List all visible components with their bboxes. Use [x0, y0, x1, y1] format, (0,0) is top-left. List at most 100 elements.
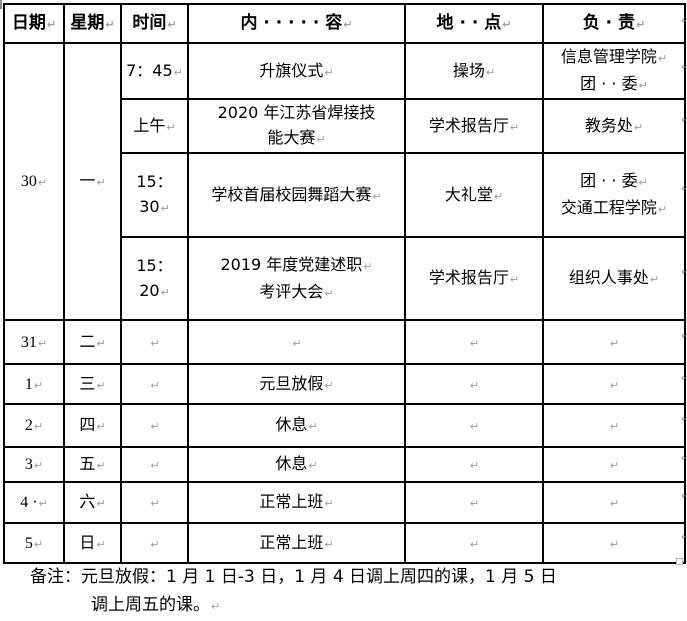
time-line: 30↵ [124, 194, 185, 221]
day-content-cell: 元旦放假↵ [187, 363, 406, 405]
header-week: 星期↵ [63, 3, 122, 44]
header-time-label: 时间 [132, 12, 167, 33]
day-date-cell: 2↵ [3, 403, 65, 448]
content-line: 考评大会↵ [191, 279, 402, 306]
place-value: 操场 [452, 60, 485, 80]
paragraph-mark-icon: ↵ [372, 189, 382, 203]
end-of-row-mark-icon: ↵ [681, 491, 687, 502]
slot1-time-cell: 7：45↵ [120, 42, 189, 100]
paragraph-mark-icon: ↵ [37, 336, 48, 350]
paragraph-mark-icon: ↵ [150, 537, 160, 551]
time-value: 30 [139, 197, 160, 216]
table-row: 3↵ 五↵ ↵ 休息↵ ↵ ↵ [3, 446, 686, 483]
paragraph-mark-icon: ↵ [96, 537, 106, 551]
paragraph-mark-icon: ↵ [469, 459, 480, 472]
slot3-content-cell: 学校首届校园舞蹈大赛↵ [187, 152, 406, 238]
day-owner-cell: ↵ [542, 363, 686, 405]
content-value: 考评大会 [259, 281, 324, 301]
footer-note-line1: 备注：元旦放假：1 月 1 日-3 日，1 月 4 日调上周四的课，1 月 5 … [30, 567, 557, 587]
paragraph-mark-icon: ↵ [96, 497, 106, 510]
paragraph-mark-icon: ↵ [96, 420, 106, 433]
paragraph-mark-icon: ↵ [324, 378, 334, 392]
paragraph-mark-icon: ↵ [316, 133, 326, 146]
text-boundary-mark [676, 558, 683, 565]
owner-value: 教务处 [584, 115, 633, 135]
monday-date-cell: 30↵ [3, 42, 65, 321]
content-value: 2020 年江苏省焊接技 [217, 103, 376, 122]
monday-week-cell: 一↵ [63, 42, 122, 321]
paragraph-mark-icon: ↵ [469, 336, 480, 350]
paragraph-mark-icon: ↵ [638, 79, 648, 92]
paragraph-mark-icon: ↵ [150, 336, 160, 350]
paragraph-mark-icon: ↵ [657, 52, 668, 65]
header-place-label: 地 · · 点 [436, 12, 502, 33]
content-value: 2019 年度党建述职 [220, 254, 363, 274]
week-value: 六 [79, 492, 96, 511]
slot2-content-cell: 2020 年江苏省焊接技 能大赛↵ [187, 98, 406, 154]
paragraph-mark-icon: ↵ [33, 420, 44, 433]
content-value: 正常上班 [259, 492, 324, 511]
table-anchor-artifact [0, 0, 2, 9]
paragraph-mark-icon: ↵ [324, 65, 334, 79]
paragraph-mark-icon: ↵ [160, 285, 170, 299]
day-content-cell: ↵ [187, 319, 406, 365]
date-value: 1 [24, 375, 33, 393]
slot1-content-cell: 升旗仪式↵ [187, 42, 406, 100]
paragraph-mark-icon: ↵ [292, 336, 302, 350]
owner-value: 交通工程学院 [560, 198, 657, 217]
paragraph-mark-icon: ↵ [493, 189, 504, 203]
content-value: 正常上班 [259, 532, 324, 552]
end-of-row-mark-icon: ↵ [681, 184, 687, 195]
end-of-row-mark-icon: ↵ [681, 373, 687, 384]
paragraph-mark-icon: ↵ [150, 497, 160, 510]
day-content-cell: 休息↵ [187, 403, 406, 448]
paragraph-mark-icon: ↵ [363, 259, 373, 273]
place-value: 学术报告厅 [428, 115, 509, 135]
day-place-cell: ↵ [404, 446, 544, 483]
paragraph-mark-icon: ↵ [657, 203, 668, 216]
day-owner-cell: ↵ [542, 403, 686, 448]
paragraph-mark-icon: ↵ [324, 537, 334, 551]
table-row: 5↵ 日↵ ↵ 正常上班↵ ↵ ↵ [3, 522, 686, 564]
content-line: 能大赛↵ [191, 125, 402, 152]
header-owner: 负 · 责↵ [542, 3, 686, 44]
paragraph-mark-icon: ↵ [324, 286, 334, 300]
paragraph-mark-icon: ↵ [105, 17, 115, 31]
end-of-row-mark-icon: ↵ [681, 331, 687, 342]
slot4-owner-cell: 组织人事处↵ [542, 236, 686, 321]
owner-value: 团 · · 委 [580, 171, 638, 190]
week-value: 一 [79, 171, 96, 190]
day-content-cell: 休息↵ [187, 446, 406, 483]
content-value: 元旦放假 [259, 373, 324, 393]
paragraph-mark-icon: ↵ [96, 459, 106, 472]
day-content-cell: 正常上班↵ [187, 481, 406, 524]
header-date: 日期↵ [3, 3, 65, 44]
day-time-cell: ↵ [120, 403, 189, 448]
day-place-cell: ↵ [404, 319, 544, 365]
owner-line: 团 · · 委↵ [546, 71, 682, 98]
content-value: 休息 [275, 454, 308, 473]
paragraph-mark-icon: ↵ [609, 336, 620, 350]
paragraph-mark-icon: ↵ [633, 120, 644, 134]
paragraph-mark-icon: ↵ [609, 537, 620, 551]
end-of-row-mark-icon: ↵ [681, 414, 687, 425]
paragraph-mark-icon: ↵ [324, 497, 334, 510]
slot2-owner-cell: 教务处↵ [542, 98, 686, 154]
slot3-owner-cell: 团 · · 委↵ 交通工程学院↵ [542, 152, 686, 238]
content-value: 能大赛 [267, 128, 316, 147]
header-date-label: 日期 [11, 12, 46, 33]
day-date-cell: 4 ·↵ [3, 481, 65, 524]
end-of-row-mark-icon: ↵ [681, 62, 687, 73]
day-place-cell: ↵ [404, 403, 544, 448]
day-time-cell: ↵ [120, 481, 189, 524]
date-value: 4 · [20, 494, 38, 511]
day-week-cell: 二↵ [63, 319, 122, 365]
paragraph-mark-icon: ↵ [96, 176, 106, 189]
paragraph-mark-icon: ↵ [469, 537, 480, 551]
paragraph-mark-icon: ↵ [502, 17, 512, 31]
slot1-owner-cell: 信息管理学院↵ 团 · · 委↵ [542, 42, 686, 100]
week-value: 五 [79, 454, 96, 473]
paragraph-mark-icon: ↵ [609, 459, 620, 472]
paragraph-mark-icon: ↵ [33, 537, 44, 551]
slot2-time-cell: 上午↵ [120, 98, 189, 154]
